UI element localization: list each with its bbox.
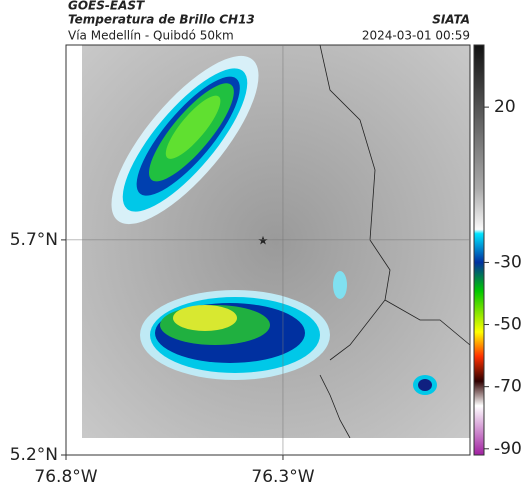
colorbar-tick-label: -30 bbox=[494, 252, 522, 272]
colorbar-tick-label: -50 bbox=[494, 315, 522, 335]
y-tick-label: 5.2°N bbox=[10, 445, 58, 465]
source: SIATA bbox=[432, 13, 470, 27]
x-tick-label: 76.8°W bbox=[34, 467, 97, 487]
colorbar-tick-label: -90 bbox=[494, 439, 522, 459]
colorbar-tick-label: -70 bbox=[494, 377, 522, 397]
city-marker: ★ bbox=[258, 234, 269, 248]
x-tick-label: 76.3°W bbox=[251, 467, 314, 487]
timestamp: 2024-03-01 00:59 bbox=[362, 29, 470, 43]
colorbar-tick-label: 20 bbox=[494, 97, 516, 117]
map-frame bbox=[65, 44, 471, 456]
colorbar bbox=[473, 44, 485, 456]
imagery bbox=[66, 44, 471, 455]
route: Vía Medellín - Quibdó 50km bbox=[68, 29, 234, 43]
product: Temperatura de Brillo CH13 bbox=[68, 13, 255, 27]
satellite: GOES-EAST bbox=[68, 0, 145, 13]
y-tick-label: 5.7°N bbox=[10, 230, 58, 250]
